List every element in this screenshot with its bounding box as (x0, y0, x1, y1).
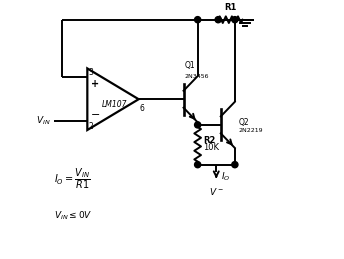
Text: $I_O = \dfrac{V_{IN}}{R1}$: $I_O = \dfrac{V_{IN}}{R1}$ (54, 166, 90, 191)
Circle shape (195, 17, 201, 23)
Text: +: + (91, 79, 99, 89)
Text: R1: R1 (224, 3, 237, 12)
Text: $V_{IN}$: $V_{IN}$ (35, 115, 50, 127)
Text: 10K: 10K (203, 143, 219, 152)
Circle shape (195, 162, 201, 168)
Text: 3: 3 (88, 68, 93, 77)
Text: $V^-$: $V^-$ (209, 186, 224, 197)
Text: $-$: $-$ (90, 108, 100, 118)
Text: 2N3456: 2N3456 (185, 74, 209, 78)
Text: 2N2219: 2N2219 (239, 127, 264, 133)
Circle shape (215, 17, 221, 23)
Text: 6: 6 (140, 104, 145, 113)
Text: Q2: Q2 (239, 118, 249, 127)
Text: $V_{IN} \leq 0V$: $V_{IN} \leq 0V$ (54, 210, 93, 222)
Circle shape (232, 162, 238, 168)
Text: $I_O$: $I_O$ (221, 170, 230, 183)
Text: Q1: Q1 (185, 61, 195, 70)
Circle shape (232, 17, 238, 23)
Text: 2: 2 (88, 121, 93, 131)
Text: LM107: LM107 (101, 100, 127, 109)
Circle shape (195, 122, 201, 128)
Text: R2: R2 (203, 136, 216, 145)
